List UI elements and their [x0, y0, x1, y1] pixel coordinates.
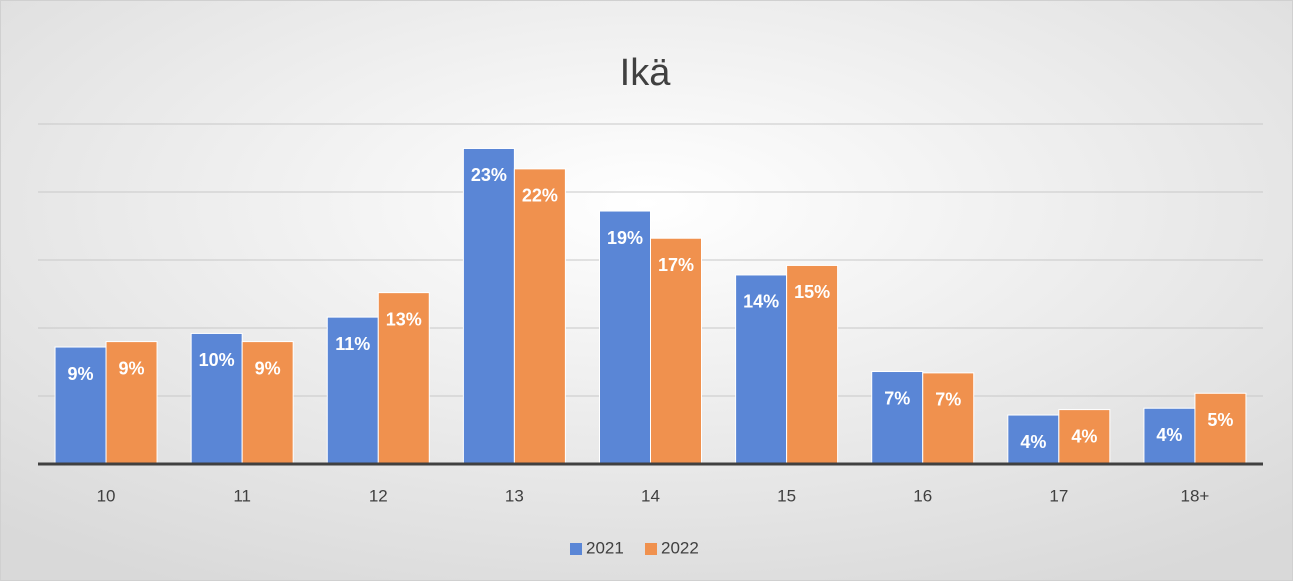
- legend-swatch: [645, 543, 657, 555]
- bars: [54, 147, 1247, 465]
- data-label: 23%: [471, 165, 507, 185]
- bar: [871, 371, 924, 465]
- bar: [650, 237, 702, 465]
- data-label: 14%: [743, 292, 779, 312]
- data-label: 17%: [658, 255, 694, 275]
- bar: [786, 264, 839, 465]
- labels: 10 9% 9% 11 10% 9% 12 11% 13% 13 23% 22% 14 19% 17% 15 1…: [38, 165, 1263, 505]
- data-label: 19%: [607, 228, 643, 248]
- x-tick-label: 17: [1049, 486, 1068, 505]
- x-tick-label: 18+: [1181, 486, 1210, 505]
- x-tick-label: 11: [233, 486, 251, 505]
- data-label: 15%: [794, 282, 830, 302]
- x-tick-label: 16: [913, 486, 932, 505]
- bar: [326, 316, 379, 465]
- x-tick-label: 15: [777, 486, 796, 505]
- data-label: 11%: [335, 334, 370, 354]
- chart-title: Ikä: [620, 52, 672, 94]
- data-label: 9%: [119, 358, 145, 378]
- x-tick-label: 12: [369, 486, 388, 505]
- bar: [1058, 409, 1111, 465]
- bar: [105, 341, 158, 465]
- legend: 2021 2022: [570, 538, 699, 557]
- data-label: 13%: [386, 309, 422, 329]
- bar: [377, 292, 430, 465]
- bar: [735, 274, 788, 465]
- bar: [1143, 407, 1196, 465]
- x-tick-label: 13: [505, 486, 524, 505]
- bar: [241, 341, 294, 465]
- data-label: 4%: [1020, 432, 1046, 452]
- x-tick-label: 14: [641, 486, 660, 505]
- legend-label: 2022: [661, 538, 699, 557]
- x-tick-label: 10: [97, 486, 116, 505]
- data-label: 7%: [884, 388, 910, 408]
- data-label: 7%: [935, 390, 961, 410]
- data-label: 4%: [1071, 426, 1097, 446]
- bar: [190, 332, 243, 465]
- bar: [599, 210, 651, 465]
- data-label: 22%: [522, 186, 558, 206]
- bar: [922, 372, 975, 465]
- bar: [462, 147, 515, 465]
- data-label: 4%: [1156, 425, 1182, 445]
- legend-swatch: [570, 543, 582, 555]
- data-label: 10%: [199, 350, 235, 370]
- data-label: 5%: [1207, 410, 1233, 430]
- data-label: 9%: [68, 364, 94, 384]
- data-label: 9%: [255, 358, 281, 378]
- bar: [1194, 392, 1247, 465]
- legend-label: 2021: [586, 538, 624, 557]
- bar: [513, 168, 566, 465]
